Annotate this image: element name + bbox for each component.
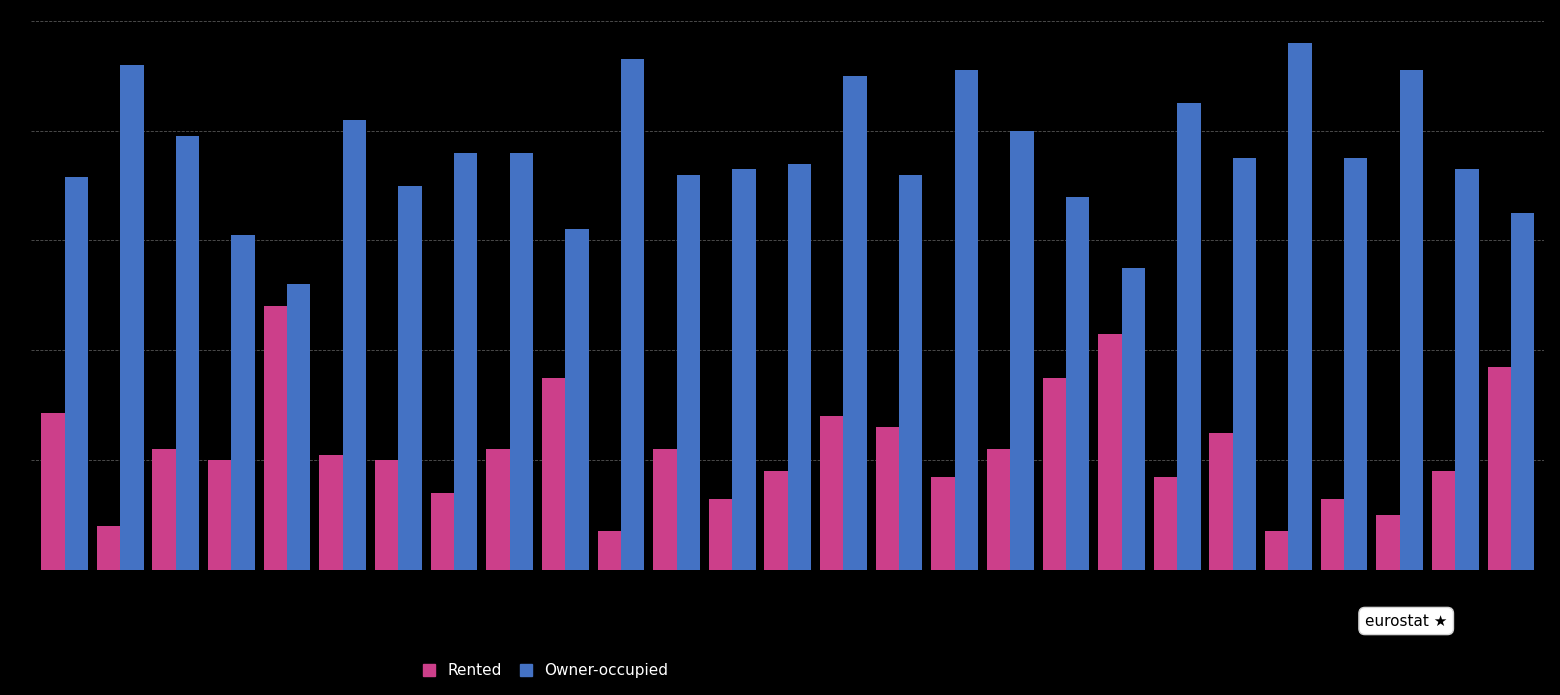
Bar [1232, 158, 1256, 570]
Bar [1042, 378, 1065, 570]
Bar [374, 460, 398, 570]
Bar [1512, 213, 1535, 570]
Bar [343, 120, 367, 570]
Bar [1345, 158, 1368, 570]
Bar [899, 174, 922, 570]
Bar [41, 414, 64, 570]
Bar [1098, 334, 1122, 570]
Bar [398, 186, 421, 570]
Bar [1321, 498, 1345, 570]
Bar [1488, 367, 1512, 570]
Bar [1399, 70, 1423, 570]
Bar [207, 460, 231, 570]
Bar [1289, 43, 1312, 570]
Legend: Rented, Owner-occupied: Rented, Owner-occupied [418, 659, 672, 683]
Bar [541, 378, 565, 570]
Bar [487, 449, 510, 570]
Bar [597, 532, 621, 570]
Bar [1265, 532, 1289, 570]
Bar [764, 471, 788, 570]
Bar [955, 70, 978, 570]
Bar [1065, 197, 1089, 570]
Bar [153, 449, 176, 570]
Bar [987, 449, 1011, 570]
Bar [264, 306, 287, 570]
Bar [821, 416, 844, 570]
Bar [875, 427, 899, 570]
Bar [1455, 169, 1479, 570]
Bar [1122, 268, 1145, 570]
Bar [231, 235, 254, 570]
Bar [677, 174, 700, 570]
Bar [654, 449, 677, 570]
Bar [1209, 432, 1232, 570]
Bar [1432, 471, 1455, 570]
Bar [287, 284, 310, 570]
Bar [1178, 103, 1201, 570]
Bar [1154, 477, 1178, 570]
Bar [97, 526, 120, 570]
Bar [621, 59, 644, 570]
Bar [844, 76, 867, 570]
Bar [431, 493, 454, 570]
Bar [788, 163, 811, 570]
Bar [732, 169, 755, 570]
Bar [176, 136, 200, 570]
Bar [64, 177, 87, 570]
Text: eurostat ★: eurostat ★ [1365, 614, 1448, 628]
Bar [454, 153, 477, 570]
Bar [120, 65, 144, 570]
Bar [320, 455, 343, 570]
Bar [1011, 131, 1034, 570]
Bar [565, 229, 588, 570]
Bar [708, 498, 732, 570]
Bar [510, 153, 534, 570]
Bar [1376, 515, 1399, 570]
Bar [931, 477, 955, 570]
